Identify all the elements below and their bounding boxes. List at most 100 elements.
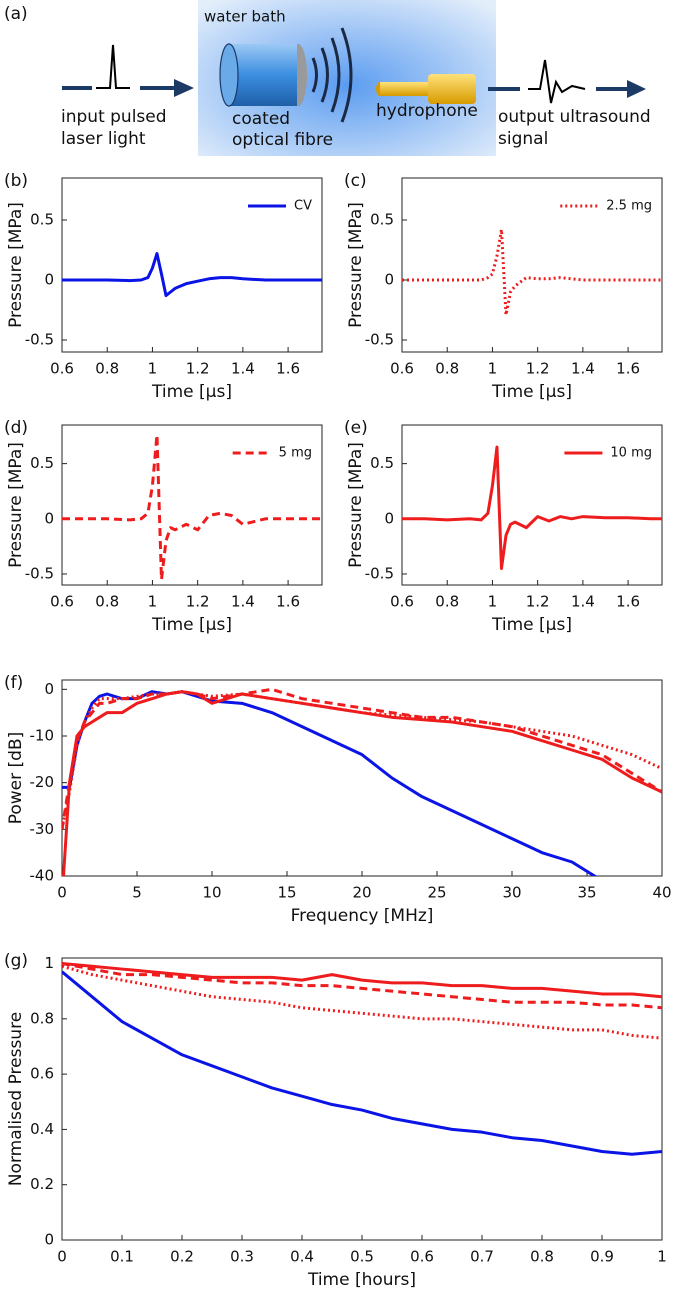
y-tick-label: 0 [44, 271, 54, 289]
x-tick-label: 1 [148, 593, 158, 611]
signal-icon [528, 59, 586, 104]
x-tick-label: 1.2 [186, 593, 210, 611]
y-tick-label: -0.5 [365, 564, 394, 582]
chart: 0 0.1 0.2 0.3 0.4 0.5 0.6 0.7 0.8 0.9 1 0 0.2 0.4 0.6 0… [4, 951, 667, 1290]
panel-label: (d) [4, 418, 28, 438]
x-tick-label: 0 [57, 884, 67, 902]
x-tick-label: 1.4 [231, 360, 255, 378]
x-tick-label: 1.2 [526, 360, 550, 378]
label: water bath [204, 8, 286, 26]
y-axis-label: Normalised Pressure [6, 1012, 26, 1186]
y-tick-label: -0.5 [365, 331, 394, 349]
fibre-end [219, 43, 239, 107]
y-tick-label: 0 [384, 509, 394, 527]
y-axis-label: Power [dB] [6, 732, 26, 825]
y-tick-label: 0.5 [30, 211, 54, 229]
label: signal [498, 129, 548, 149]
chart: 0.6 0.8 1 1.2 1.4 1.6 -0.5 0 0.5 Time [μs] Pressur… [4, 418, 323, 635]
x-tick-label: 30 [502, 884, 521, 902]
x-tick-label: 1 [148, 360, 158, 378]
y-axis-label: Pressure [MPa] [6, 442, 26, 568]
x-tick-label: 0.6 [390, 360, 414, 378]
plot-area [401, 177, 663, 353]
plot-area [401, 424, 663, 586]
x-tick-label: 5 [132, 884, 142, 902]
panel-label: (c) [344, 171, 367, 191]
plot-area [61, 424, 323, 586]
x-tick-label: 1.2 [186, 360, 210, 378]
label: hydrophone [376, 101, 478, 121]
x-tick-label: 40 [652, 884, 671, 902]
x-tick-label: 1.4 [571, 593, 595, 611]
x-tick-label: 0.4 [290, 1248, 314, 1266]
panel-label: (e) [344, 418, 368, 438]
y-tick-label: -20 [30, 773, 55, 791]
plot-lines [62, 433, 322, 581]
y-tick-label: 0.5 [370, 454, 394, 472]
fibre [229, 44, 297, 106]
x-tick-label: 15 [277, 884, 296, 902]
x-tick-label: 0.6 [390, 593, 414, 611]
series-line [402, 228, 662, 317]
label: coated [232, 109, 290, 129]
y-tick-label: 0.4 [30, 1120, 54, 1138]
x-axis-label: Time [μs] [491, 615, 572, 635]
pulse-icon [96, 44, 130, 89]
x-tick-label: 1.6 [616, 593, 640, 611]
x-tick-label: 0.9 [590, 1248, 614, 1266]
chart: 0.6 0.8 1 1.2 1.4 1.6 -0.5 0 0.5 Time [μs] Pressur… [344, 418, 663, 635]
x-axis-label: Frequency [MHz] [291, 906, 434, 926]
series-line [62, 970, 662, 1156]
y-tick-label: 0 [44, 680, 54, 698]
x-axis-label: Time [μs] [151, 615, 232, 635]
plot-lines [402, 445, 662, 570]
x-tick-label: 0.8 [95, 360, 119, 378]
panel-label: (b) [4, 171, 28, 191]
legend-label: CV [294, 199, 312, 214]
series-line [62, 433, 322, 581]
plot-area [61, 957, 663, 1241]
x-tick-label: 1 [657, 1248, 667, 1266]
series-line [62, 690, 598, 876]
series-line [62, 962, 662, 1010]
hydrophone-body [380, 82, 430, 96]
x-axis-label: Time [hours] [307, 1270, 416, 1290]
x-tick-label: 1.2 [526, 593, 550, 611]
y-tick-label: 0.8 [30, 1009, 54, 1027]
plot-lines [62, 252, 322, 298]
wave-fronts [311, 27, 353, 123]
y-axis-label: Pressure [MPa] [346, 202, 366, 328]
hydrophone-housing [428, 74, 476, 104]
x-tick-label: 1.6 [276, 360, 300, 378]
x-tick-label: 0.5 [350, 1248, 374, 1266]
y-tick-label: 0 [384, 271, 394, 289]
y-tick-label: -0.5 [25, 564, 54, 582]
label: laser light [61, 129, 146, 149]
series-line [62, 962, 662, 999]
panel-label: (f) [4, 673, 23, 693]
label: input pulsed [61, 107, 167, 127]
chart: 0 5 10 15 20 25 30 35 40 -40 -30 -20 -10 0 Frequency [… [4, 673, 672, 926]
x-tick-label: 1.4 [231, 593, 255, 611]
x-tick-label: 0.8 [435, 593, 459, 611]
x-tick-label: 0.6 [50, 593, 74, 611]
legend-label: 5 mg [279, 446, 312, 461]
x-tick-label: 1.4 [571, 360, 595, 378]
legend-label: 2.5 mg [606, 199, 652, 214]
plot-area [61, 679, 663, 877]
x-tick-label: 0.1 [110, 1248, 134, 1266]
y-tick-label: -0.5 [25, 331, 54, 349]
label: optical fibre [232, 130, 333, 150]
y-tick-label: 1 [44, 954, 54, 972]
x-tick-label: 0.7 [470, 1248, 494, 1266]
chart: 0.6 0.8 1 1.2 1.4 1.6 -0.5 0 0.5 Time [μs] Pressur… [344, 171, 663, 402]
diagram: (a) water bath input pulsed laser light … [4, 0, 651, 156]
y-tick-label: 0 [44, 509, 54, 527]
plot-lines [62, 687, 662, 876]
x-tick-label: 0.3 [230, 1248, 254, 1266]
panel-label: (a) [4, 4, 28, 24]
label: output ultrasound [498, 107, 651, 127]
y-axis-label: Pressure [MPa] [346, 442, 366, 568]
